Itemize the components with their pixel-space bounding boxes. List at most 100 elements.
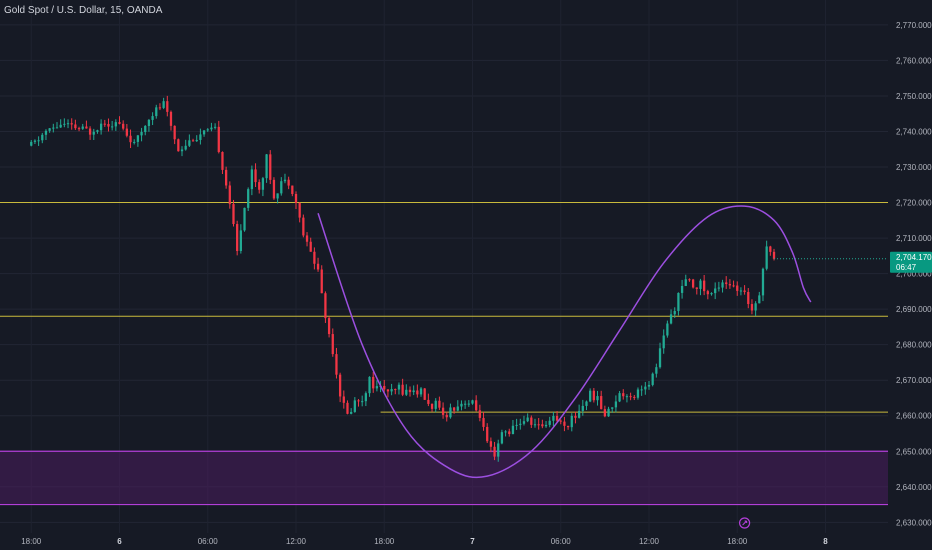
candle-body [419, 388, 423, 395]
y-tick-label: 2,710.000 [896, 234, 932, 243]
candle-body [629, 396, 632, 398]
x-tick-label: 06:00 [551, 537, 572, 546]
candle-body [732, 285, 735, 287]
candle-body [566, 425, 570, 428]
candle-body [548, 420, 551, 425]
candle-body [703, 280, 706, 292]
candle-body [107, 123, 110, 127]
candle-body [625, 396, 629, 398]
candle-body [52, 127, 55, 129]
candle-body [287, 179, 290, 186]
candle-body [103, 123, 106, 125]
candle-body [129, 135, 132, 143]
candle-body [603, 409, 607, 417]
candle-body [563, 421, 566, 426]
candle-body [570, 415, 573, 428]
candle-body [63, 123, 66, 125]
candle-body [368, 376, 371, 394]
x-tick-label: 18:00 [727, 537, 748, 546]
candle-body [224, 169, 228, 186]
candle-body [552, 415, 555, 421]
candle-body [92, 131, 95, 135]
candle-body [70, 123, 73, 125]
candle-body [272, 179, 276, 199]
candle-body [467, 403, 470, 405]
candle-body [475, 400, 478, 411]
candle-body [500, 432, 504, 444]
candle-body [677, 292, 680, 311]
candle-body [55, 127, 59, 129]
candle-body [607, 408, 610, 417]
candle-body [221, 151, 224, 170]
replay-icon[interactable] [738, 517, 751, 529]
candle-body [585, 401, 588, 406]
x-tick-label: 12:00 [286, 537, 307, 546]
countdown-timer: 06:47 [896, 263, 917, 272]
candle-body [118, 122, 121, 124]
candle-body [324, 293, 327, 319]
candle-body [772, 251, 776, 259]
candle-body [44, 130, 48, 135]
candle-body [412, 390, 415, 393]
candle-body [236, 224, 239, 251]
candle-body [544, 424, 548, 427]
candle-body [114, 122, 117, 127]
candle-body [688, 279, 691, 281]
candle-body [48, 128, 51, 131]
candle-body [445, 414, 448, 418]
x-tick-label: 7 [470, 537, 475, 546]
candle-body [750, 304, 754, 311]
candle-body [342, 396, 345, 403]
candle-body [427, 399, 430, 404]
candle-body [133, 141, 136, 143]
candle-body [614, 401, 618, 408]
candle-body [390, 389, 393, 392]
y-tick-label: 2,750.000 [896, 92, 932, 101]
candles [30, 95, 776, 462]
candle-body [438, 400, 441, 408]
candle-body [239, 230, 242, 251]
replay-icon-ring [738, 517, 751, 529]
candle-body [478, 410, 481, 418]
candle-body [254, 169, 257, 183]
y-tick-label: 2,670.000 [896, 376, 932, 385]
price-axis[interactable]: 2,630.000 2,640.000 2,650.000 2,660.000 2,67… [896, 21, 932, 527]
candle-body [511, 425, 515, 435]
candle-body [423, 388, 426, 400]
candle-body [357, 400, 360, 402]
candle-body [37, 140, 40, 142]
candle-body [666, 323, 669, 336]
candle-body [581, 405, 584, 411]
candle-body [232, 204, 235, 225]
candle-body [202, 130, 206, 135]
candle-body [430, 403, 434, 409]
candle-body [508, 431, 511, 435]
candle-body [30, 141, 33, 146]
candle-body [644, 386, 647, 390]
candle-body [721, 282, 724, 288]
candle-body [530, 417, 533, 425]
candle-body [213, 126, 217, 128]
candle-body [706, 291, 709, 295]
demand-zone [0, 450, 888, 506]
candle-body [769, 246, 772, 252]
candle-body [647, 384, 651, 387]
candle-body [188, 140, 191, 146]
candle-body [482, 417, 485, 427]
candle-body [364, 393, 368, 402]
candle-body [180, 149, 184, 152]
candle-body [497, 443, 500, 457]
candle-body [651, 373, 654, 385]
candle-body [169, 111, 173, 126]
y-tick-label: 2,720.000 [896, 199, 932, 208]
y-tick-label: 2,690.000 [896, 305, 932, 314]
candle-body [416, 390, 419, 395]
candle-body [199, 134, 202, 140]
replay-icon-arrow [742, 520, 748, 526]
candle-body [59, 124, 62, 128]
time-axis[interactable]: 18:00 6 06:00 12:00 18:00 7 06:00 12:00 18:00 8 [21, 537, 828, 546]
candle-body [489, 441, 493, 447]
candle-body [658, 348, 662, 368]
candle-body [283, 179, 287, 182]
